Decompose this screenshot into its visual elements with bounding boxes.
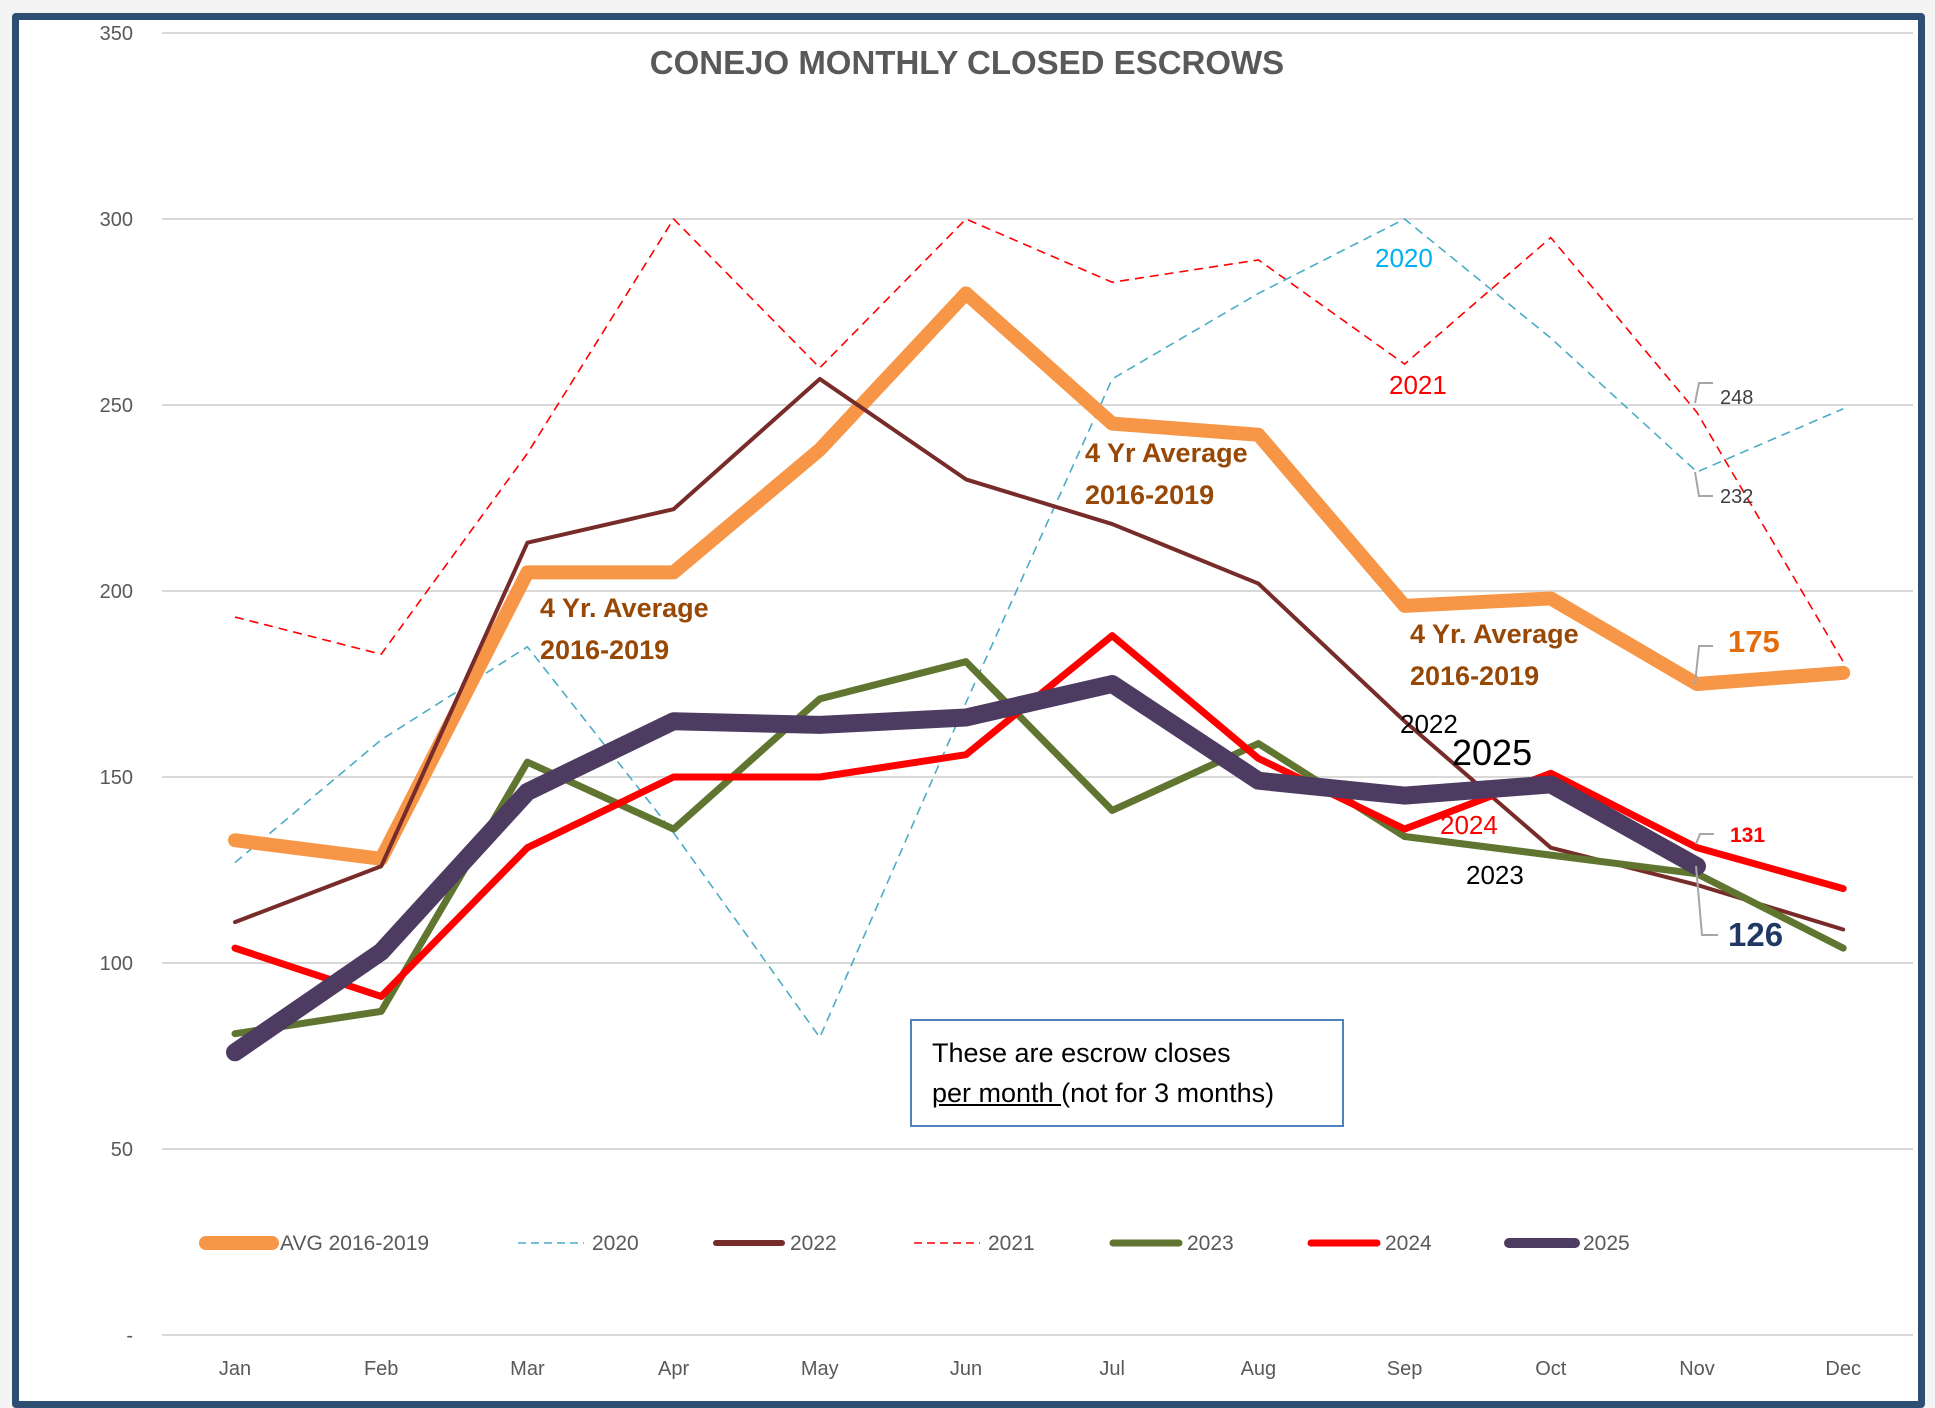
y-tick-label: 350: [100, 23, 133, 45]
legend-label: 2021: [988, 1232, 1035, 1255]
chart-title: CONEJO MONTHLY CLOSED ESCROWS: [650, 44, 1284, 81]
series-lines: [226, 217, 1851, 1062]
series-line-2021: [234, 217, 1844, 663]
note-line-2: per month (not for 3 months): [932, 1073, 1342, 1113]
label-2020: 2020: [1375, 243, 1433, 273]
avg-label-mar: 4 Yr. Average: [540, 593, 709, 623]
y-tick-label: -: [126, 1325, 133, 1347]
label-2022: 2022: [1400, 709, 1458, 739]
y-tick-label: 200: [100, 581, 133, 603]
series-line-2025: [226, 675, 1706, 1062]
legend-label: 2022: [790, 1232, 837, 1255]
legend-label: 2020: [592, 1232, 639, 1255]
avg-label-sep-years: 2016-2019: [1410, 661, 1539, 691]
y-tick-label: 250: [100, 395, 133, 417]
value-label-126: 126: [1728, 916, 1783, 953]
x-tick-label: Jan: [219, 1358, 251, 1380]
note-line-1: These are escrow closes: [932, 1038, 1231, 1068]
label-2021: 2021: [1389, 370, 1447, 400]
leader-line: [1694, 645, 1713, 685]
legend-label: 2023: [1187, 1232, 1234, 1255]
x-tick-label: Mar: [510, 1358, 545, 1380]
gridlines: [162, 32, 1913, 1336]
note-underlined: per month: [932, 1078, 1062, 1108]
legend-label: AVG 2016-2019: [280, 1232, 429, 1255]
y-axis-ticks: - 50 100 150 200 250 300 350: [100, 23, 133, 1347]
y-tick-label: 50: [111, 1139, 133, 1161]
x-tick-label: Aug: [1241, 1358, 1277, 1380]
x-tick-label: Apr: [658, 1358, 689, 1380]
value-label-131: 131: [1730, 824, 1765, 847]
value-label-232: 232: [1720, 486, 1753, 508]
note-box: These are escrow closes per month (not f…: [910, 1019, 1344, 1127]
x-tick-label: Feb: [364, 1358, 398, 1380]
value-label-175: 175: [1728, 624, 1780, 659]
leader-line: [1695, 865, 1718, 936]
series-line-avg-2016-2019: [228, 286, 1851, 866]
label-2024: 2024: [1440, 810, 1498, 840]
leader-line: [1694, 471, 1713, 497]
leader-line: [1694, 382, 1713, 404]
x-tick-label: Jun: [950, 1358, 982, 1380]
annotations: 4 Yr. Average 2016-2019 4 Yr Average 2016-2…: [540, 243, 1783, 953]
avg-label-jul-years: 2016-2019: [1085, 480, 1214, 510]
note-rest: (not for 3 months): [1061, 1078, 1275, 1108]
y-tick-label: 300: [100, 209, 133, 231]
x-tick-label: Oct: [1535, 1358, 1567, 1380]
x-tick-label: Dec: [1825, 1358, 1861, 1380]
leader-line: [1695, 833, 1714, 845]
annotation-leaders: [1694, 382, 1718, 936]
series-line-2020: [234, 218, 1844, 1040]
x-tick-label: Sep: [1387, 1358, 1423, 1380]
value-label-248: 248: [1720, 387, 1753, 409]
avg-label-mar-years: 2016-2019: [540, 635, 669, 665]
y-tick-label: 150: [100, 767, 133, 789]
legend: AVG 2016-2019 2020 2022 2021 2023 2024 2025: [199, 1232, 1630, 1255]
legend-label: 2024: [1385, 1232, 1432, 1255]
series-line-2023: [231, 658, 1847, 1038]
x-tick-label: May: [801, 1358, 839, 1380]
legend-label: 2025: [1583, 1232, 1630, 1255]
series-line-2022: [233, 376, 1846, 932]
label-2025: 2025: [1452, 732, 1532, 773]
x-tick-label: Jul: [1099, 1358, 1125, 1380]
y-tick-label: 100: [100, 953, 133, 975]
avg-label-sep: 4 Yr. Average: [1410, 619, 1579, 649]
label-2023: 2023: [1466, 860, 1524, 890]
x-axis-ticks: Jan Feb Mar Apr May Jun Jul Aug Sep Oct Nov Dec: [219, 1358, 1861, 1380]
x-tick-label: Nov: [1679, 1358, 1715, 1380]
avg-label-jul: 4 Yr Average: [1085, 438, 1248, 468]
